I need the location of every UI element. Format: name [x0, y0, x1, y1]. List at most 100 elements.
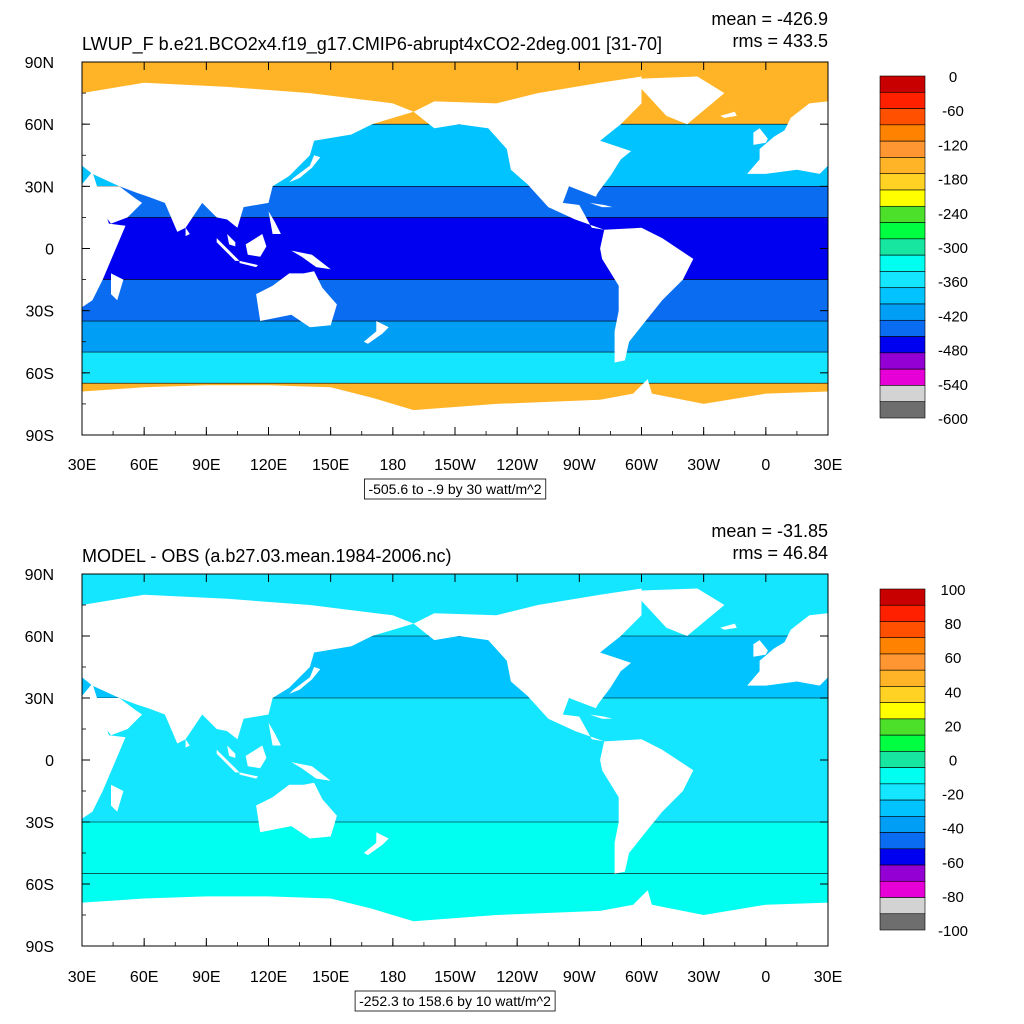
land-madagascar [111, 273, 124, 301]
field-band [82, 352, 828, 384]
land-africa [82, 171, 126, 308]
colorbar-swatch [879, 91, 926, 109]
colorbar-label: -600 [938, 411, 968, 428]
land-java [239, 772, 259, 779]
colorbar-swatch [879, 401, 926, 419]
field-band [82, 698, 828, 822]
y-tick-label: 90N [25, 567, 54, 584]
land-north-america [413, 588, 642, 742]
x-tick-label: 150W [434, 457, 477, 474]
y-tick-label: 0 [45, 242, 54, 259]
rms-label: rms = 46.84 [732, 543, 828, 563]
contour-info: -252.3 to 158.6 by 10 watt/m^2 [359, 993, 551, 1009]
x-tick-label: 120W [496, 969, 539, 986]
colorbar-swatch [879, 319, 926, 337]
land-japan [289, 667, 321, 694]
x-tick-label: 0 [761, 969, 770, 986]
y-tick-label: 90S [26, 428, 54, 445]
x-tick-label: 90W [563, 457, 597, 474]
colorbar: 100 80 60 40 20 0 -20 -40 -60 -80 -100 [879, 582, 968, 940]
y-tick-label: 60S [26, 366, 54, 383]
map-field [82, 62, 828, 435]
colorbar-label: -80 [942, 889, 964, 906]
land-madagascar [111, 784, 124, 812]
x-tick-label: 90E [192, 969, 220, 986]
colorbar-swatch [879, 287, 926, 305]
colorbar-swatch [879, 588, 926, 606]
colorbar-swatch [879, 254, 926, 272]
land-britain [753, 640, 768, 657]
colorbar-label: -240 [938, 206, 968, 223]
colorbar-swatch [879, 75, 926, 93]
land-malaysia [227, 745, 236, 758]
y-tick-label: 90S [26, 939, 54, 956]
colorbar-swatch [879, 669, 926, 687]
land-europe [747, 613, 828, 686]
colorbar-label: 20 [945, 718, 962, 735]
x-tick-label: 150W [434, 969, 477, 986]
colorbar-swatch [879, 238, 926, 256]
colorbar-swatch [879, 604, 926, 622]
colorbar-swatch [879, 222, 926, 240]
colorbar-label: -480 [938, 343, 968, 360]
land-cuba [589, 202, 613, 208]
mean-label: mean = -426.9 [711, 9, 828, 29]
colorbar-swatch [879, 385, 926, 403]
rms-label: rms = 433.5 [732, 31, 828, 51]
colorbar-swatch [879, 336, 926, 354]
land-borneo [245, 234, 267, 257]
land-eurasia [82, 82, 414, 232]
land-sri-lanka [185, 739, 190, 748]
land-japan [289, 155, 321, 183]
map-title: LWUP_F b.e21.BCO2x4.f19_g17.CMIP6-abrupt… [82, 34, 662, 55]
colorbar-swatch [879, 880, 926, 898]
mean-label: mean = -31.85 [711, 521, 828, 541]
colorbar-label: 80 [945, 616, 962, 633]
colorbar: 0 -60 -120 -180 -240 -300 -360 -420 -480 -540 -600 [879, 69, 968, 428]
colorbar-label: 0 [949, 753, 957, 770]
colorbar-swatch [879, 352, 926, 370]
colorbar-swatch [879, 816, 926, 833]
land-cuba [589, 714, 613, 719]
x-tick-label: 90W [563, 969, 597, 986]
colorbar-swatch [879, 124, 926, 142]
x-tick-label: 30E [814, 457, 842, 474]
map-panel-2: MODEL - OBS (a.b27.03.mean.1984-2006.nc)… [25, 521, 968, 1012]
colorbar-label: 60 [945, 650, 962, 667]
colorbar-label: -120 [938, 137, 968, 154]
map-field [82, 574, 828, 946]
x-tick-label: 30E [814, 969, 842, 986]
x-tick-label: 30E [68, 457, 96, 474]
x-tick-label: 60W [625, 969, 659, 986]
land-new-zealand [363, 832, 389, 856]
land-britain [753, 128, 768, 145]
colorbar-swatch [879, 271, 926, 289]
land-sri-lanka [185, 227, 190, 237]
x-tick-label: 30W [687, 457, 721, 474]
x-tick-label: 120W [496, 457, 539, 474]
x-tick-label: 180 [379, 969, 406, 986]
colorbar-label: -360 [938, 274, 968, 291]
x-tick-label: 150E [312, 969, 349, 986]
x-tick-label: 150E [312, 457, 349, 474]
land-antarctica [82, 890, 828, 946]
contour-info: -505.6 to -.9 by 30 watt/m^2 [368, 481, 541, 497]
colorbar-swatch [879, 734, 926, 752]
x-tick-label: 120E [250, 969, 287, 986]
land-new-guinea [291, 250, 331, 270]
contour-info-box [364, 478, 547, 500]
land-greenland [641, 588, 725, 636]
colorbar-swatch [879, 653, 926, 671]
colorbar-swatch [879, 702, 926, 720]
y-tick-label: 90N [25, 55, 54, 72]
land-sumatra [216, 238, 240, 261]
y-tick-label: 60N [25, 117, 54, 134]
colorbar-label: -300 [938, 240, 968, 257]
land-java [239, 260, 259, 268]
colorbar-label: -180 [938, 172, 968, 189]
x-tick-label: 60E [130, 969, 158, 986]
y-tick-label: 30N [25, 179, 54, 196]
y-tick-label: 60N [25, 629, 54, 646]
x-tick-label: 30E [68, 969, 96, 986]
land-south-america [600, 739, 694, 874]
